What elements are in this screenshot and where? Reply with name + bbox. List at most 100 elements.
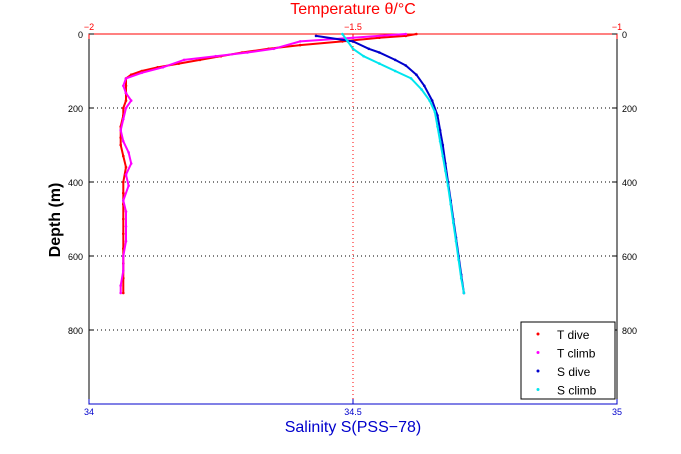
x-bottom-tick-label: 34.5: [344, 407, 362, 417]
data-point: [122, 217, 125, 221]
data-point: [409, 77, 413, 80]
data-point: [438, 140, 442, 143]
data-point: [124, 165, 128, 169]
data-point: [246, 51, 249, 54]
y-tick-label-right: 200: [622, 104, 637, 114]
data-point: [378, 51, 381, 54]
data-point: [367, 47, 371, 51]
data-point: [122, 84, 125, 88]
data-point: [122, 140, 125, 143]
data-point: [404, 34, 408, 38]
data-point: [119, 284, 122, 287]
data-point: [441, 154, 445, 158]
data-point: [341, 32, 344, 36]
data-point: [351, 40, 355, 43]
legend-marker: [536, 351, 540, 354]
data-point: [462, 291, 466, 295]
data-point: [124, 210, 128, 213]
data-point: [122, 254, 125, 258]
data-point: [124, 239, 128, 243]
data-point: [428, 99, 431, 102]
data-point: [119, 291, 122, 295]
series-layer: [119, 32, 466, 295]
data-point: [122, 232, 125, 236]
data-point: [129, 99, 133, 102]
legend-marker: [536, 332, 540, 336]
data-point: [124, 84, 128, 88]
data-point: [198, 58, 202, 62]
series-s-climb: [341, 32, 466, 295]
series-t-climb: [119, 32, 408, 295]
data-point: [430, 99, 434, 102]
data-point: [436, 125, 439, 128]
data-point: [457, 258, 460, 262]
data-point: [351, 47, 355, 51]
data-point: [122, 180, 125, 184]
data-point: [214, 54, 217, 58]
data-point: [393, 58, 397, 62]
legend: T dive T climb S dive S climb: [520, 321, 616, 400]
y-tick-label-right: 800: [622, 326, 637, 336]
x-bottom-tick-label: 34: [84, 407, 94, 417]
x-top-tick-label: −2: [84, 22, 94, 32]
data-point: [393, 69, 397, 73]
data-point: [314, 34, 318, 38]
data-point: [127, 151, 130, 154]
data-point: [122, 106, 125, 110]
legend-marker: [536, 369, 540, 373]
data-point: [122, 191, 125, 195]
data-point: [140, 71, 144, 75]
data-point: [119, 143, 122, 147]
data-point: [124, 225, 128, 228]
x-bottom-tick-label: 35: [612, 407, 622, 417]
data-point: [459, 276, 463, 280]
y-tick-label-left: 200: [68, 104, 83, 114]
y-axis-label: Depth (m): [47, 183, 64, 258]
data-point: [119, 128, 122, 132]
y-tick-label-right: 0: [622, 30, 627, 40]
legend-entry: T climb: [557, 347, 596, 361]
y-tick-label-left: 0: [78, 30, 83, 40]
data-point: [415, 32, 418, 36]
data-point: [415, 73, 418, 76]
data-point: [454, 239, 458, 243]
data-point: [124, 77, 128, 80]
data-point: [129, 162, 133, 165]
data-point: [378, 36, 381, 39]
data-point: [122, 269, 125, 273]
y-tick-label-right: 400: [622, 178, 637, 188]
y-tick-label-left: 600: [68, 252, 83, 262]
x-top-tick-label: −1.5: [344, 22, 362, 32]
y-tick-label-left: 400: [68, 178, 83, 188]
ticks: 0 0 200 200 400 400 600 600 800 800 −2 −1.5 −1 34 34.5…: [68, 22, 637, 417]
data-point: [420, 88, 423, 91]
data-point: [351, 36, 355, 39]
data-point: [362, 54, 365, 58]
legend-marker: [536, 388, 540, 391]
x-top-tick-label: −1: [612, 22, 622, 32]
x-axis-bottom-label: Salinity S(PSS−78): [285, 419, 422, 436]
data-point: [122, 291, 125, 295]
data-point: [161, 66, 165, 69]
data-point: [124, 99, 128, 102]
data-point: [446, 184, 450, 187]
data-point: [452, 221, 455, 224]
data-point: [378, 62, 381, 65]
data-point: [272, 47, 276, 51]
legend-box: [520, 321, 616, 400]
y-tick-label-right: 600: [622, 252, 637, 262]
data-point: [346, 40, 350, 43]
legend-entry: S dive: [557, 365, 591, 379]
data-point: [404, 64, 408, 67]
data-point: [122, 117, 125, 121]
data-point: [449, 202, 453, 206]
chart-title: Temperature θ/°C: [290, 1, 416, 18]
data-point: [298, 40, 302, 43]
data-point: [441, 143, 445, 147]
data-point: [423, 84, 426, 88]
data-point: [124, 106, 128, 110]
data-point: [124, 173, 128, 176]
y-tick-label-left: 800: [68, 326, 83, 336]
data-point: [182, 58, 186, 62]
